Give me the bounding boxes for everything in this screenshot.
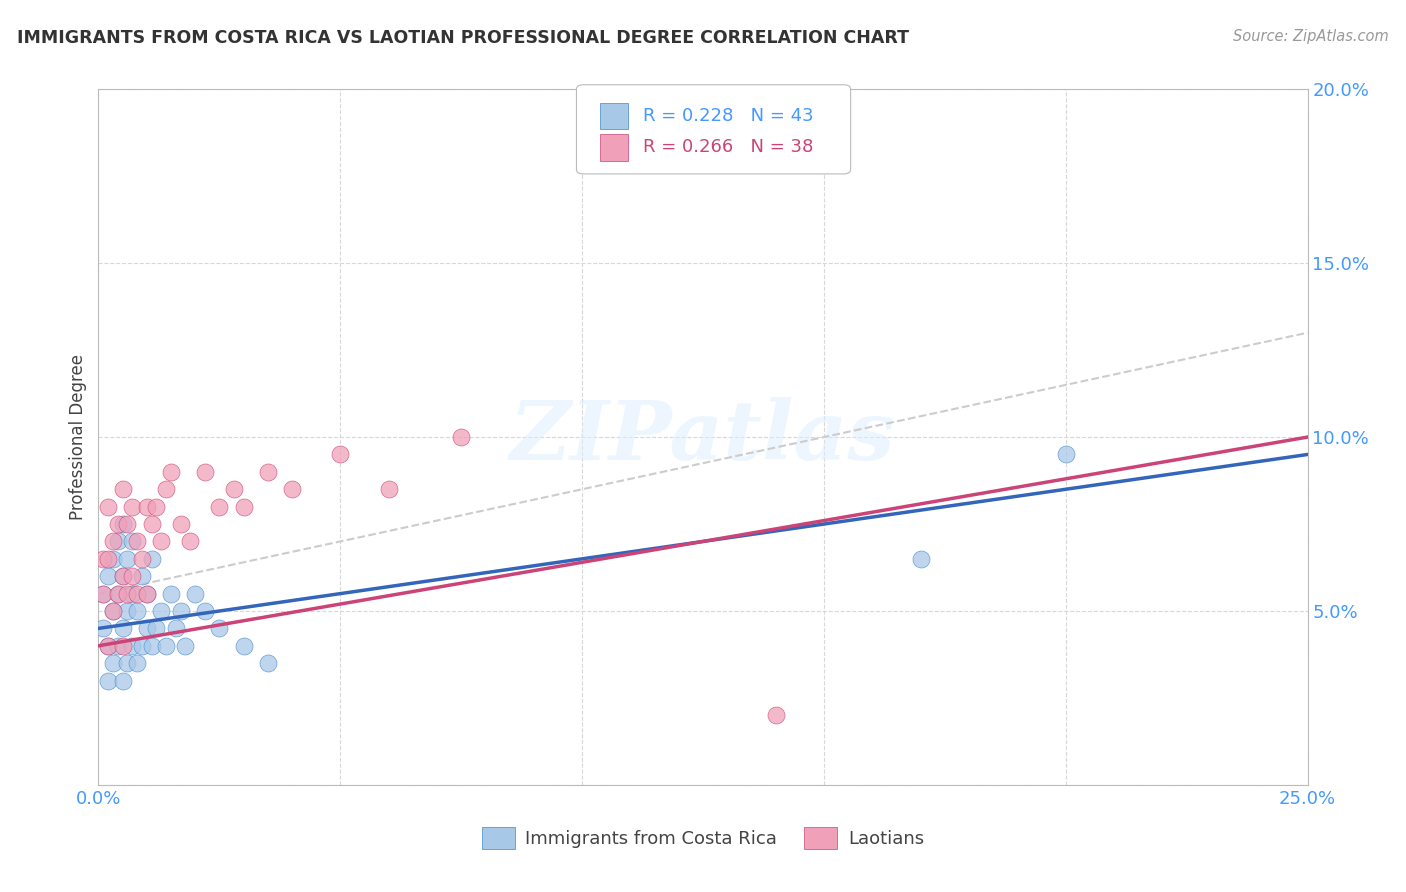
Point (111, 621, 134, 635)
Point (127, 604, 149, 618)
Point (281, 482, 304, 496)
Point (150, 534, 173, 549)
Point (135, 500, 157, 514)
Text: R = 0.266   N = 38: R = 0.266 N = 38 (643, 138, 813, 156)
Point (127, 534, 149, 549)
Point (160, 587, 183, 601)
Point (127, 657, 149, 671)
Point (111, 639, 134, 653)
Point (121, 500, 143, 514)
Legend: Immigrants from Costa Rica, Laotians: Immigrants from Costa Rica, Laotians (475, 820, 931, 856)
Point (97, 639, 120, 653)
Point (127, 587, 149, 601)
Point (377, 482, 399, 496)
Point (101, 657, 124, 671)
Point (107, 534, 129, 549)
Point (194, 465, 217, 479)
Point (208, 500, 231, 514)
Point (101, 604, 124, 618)
Point (131, 569, 153, 583)
Point (169, 604, 191, 618)
Text: Source: ZipAtlas.com: Source: ZipAtlas.com (1233, 29, 1389, 44)
Point (107, 639, 129, 653)
Point (222, 482, 245, 496)
Point (131, 639, 153, 653)
Point (910, 551, 932, 566)
Text: R = 0.228   N = 43: R = 0.228 N = 43 (643, 107, 813, 125)
Point (765, 708, 787, 723)
Point (97, 673, 120, 688)
Point (121, 569, 143, 583)
Point (117, 587, 139, 601)
Point (329, 447, 352, 462)
Point (121, 534, 143, 549)
Point (141, 551, 163, 566)
Point (232, 639, 254, 653)
Point (101, 551, 124, 566)
Point (97, 569, 120, 583)
Point (117, 516, 139, 531)
Point (165, 621, 187, 635)
Point (101, 534, 124, 549)
Point (208, 621, 231, 635)
Point (141, 639, 163, 653)
Point (101, 604, 124, 618)
Point (450, 430, 472, 444)
Point (111, 569, 134, 583)
Point (135, 621, 157, 635)
Point (160, 465, 183, 479)
Point (150, 604, 173, 618)
Point (107, 587, 129, 601)
Point (256, 465, 278, 479)
Point (97, 500, 120, 514)
Point (107, 587, 129, 601)
Point (97, 551, 120, 566)
Point (121, 587, 143, 601)
Point (145, 500, 167, 514)
Point (117, 604, 139, 618)
Point (1054, 447, 1077, 462)
Point (97, 639, 120, 653)
Point (91, 551, 114, 566)
Point (232, 500, 254, 514)
Point (155, 639, 177, 653)
Point (131, 551, 153, 566)
Point (179, 534, 201, 549)
Point (111, 673, 134, 688)
Y-axis label: Professional Degree: Professional Degree (69, 354, 87, 520)
Point (117, 551, 139, 566)
Point (117, 657, 139, 671)
Point (111, 569, 134, 583)
Point (107, 516, 129, 531)
Point (256, 657, 278, 671)
Text: ZIPatlas: ZIPatlas (510, 397, 896, 477)
Point (111, 482, 134, 496)
Point (91, 587, 114, 601)
Point (194, 604, 217, 618)
Point (91, 587, 114, 601)
Point (155, 482, 177, 496)
Point (121, 639, 143, 653)
Point (141, 516, 163, 531)
Point (135, 587, 157, 601)
Text: IMMIGRANTS FROM COSTA RICA VS LAOTIAN PROFESSIONAL DEGREE CORRELATION CHART: IMMIGRANTS FROM COSTA RICA VS LAOTIAN PR… (17, 29, 908, 46)
Point (91, 621, 114, 635)
Point (135, 587, 157, 601)
Point (145, 621, 167, 635)
Point (184, 587, 207, 601)
Point (169, 516, 191, 531)
Point (111, 516, 134, 531)
Point (174, 639, 197, 653)
